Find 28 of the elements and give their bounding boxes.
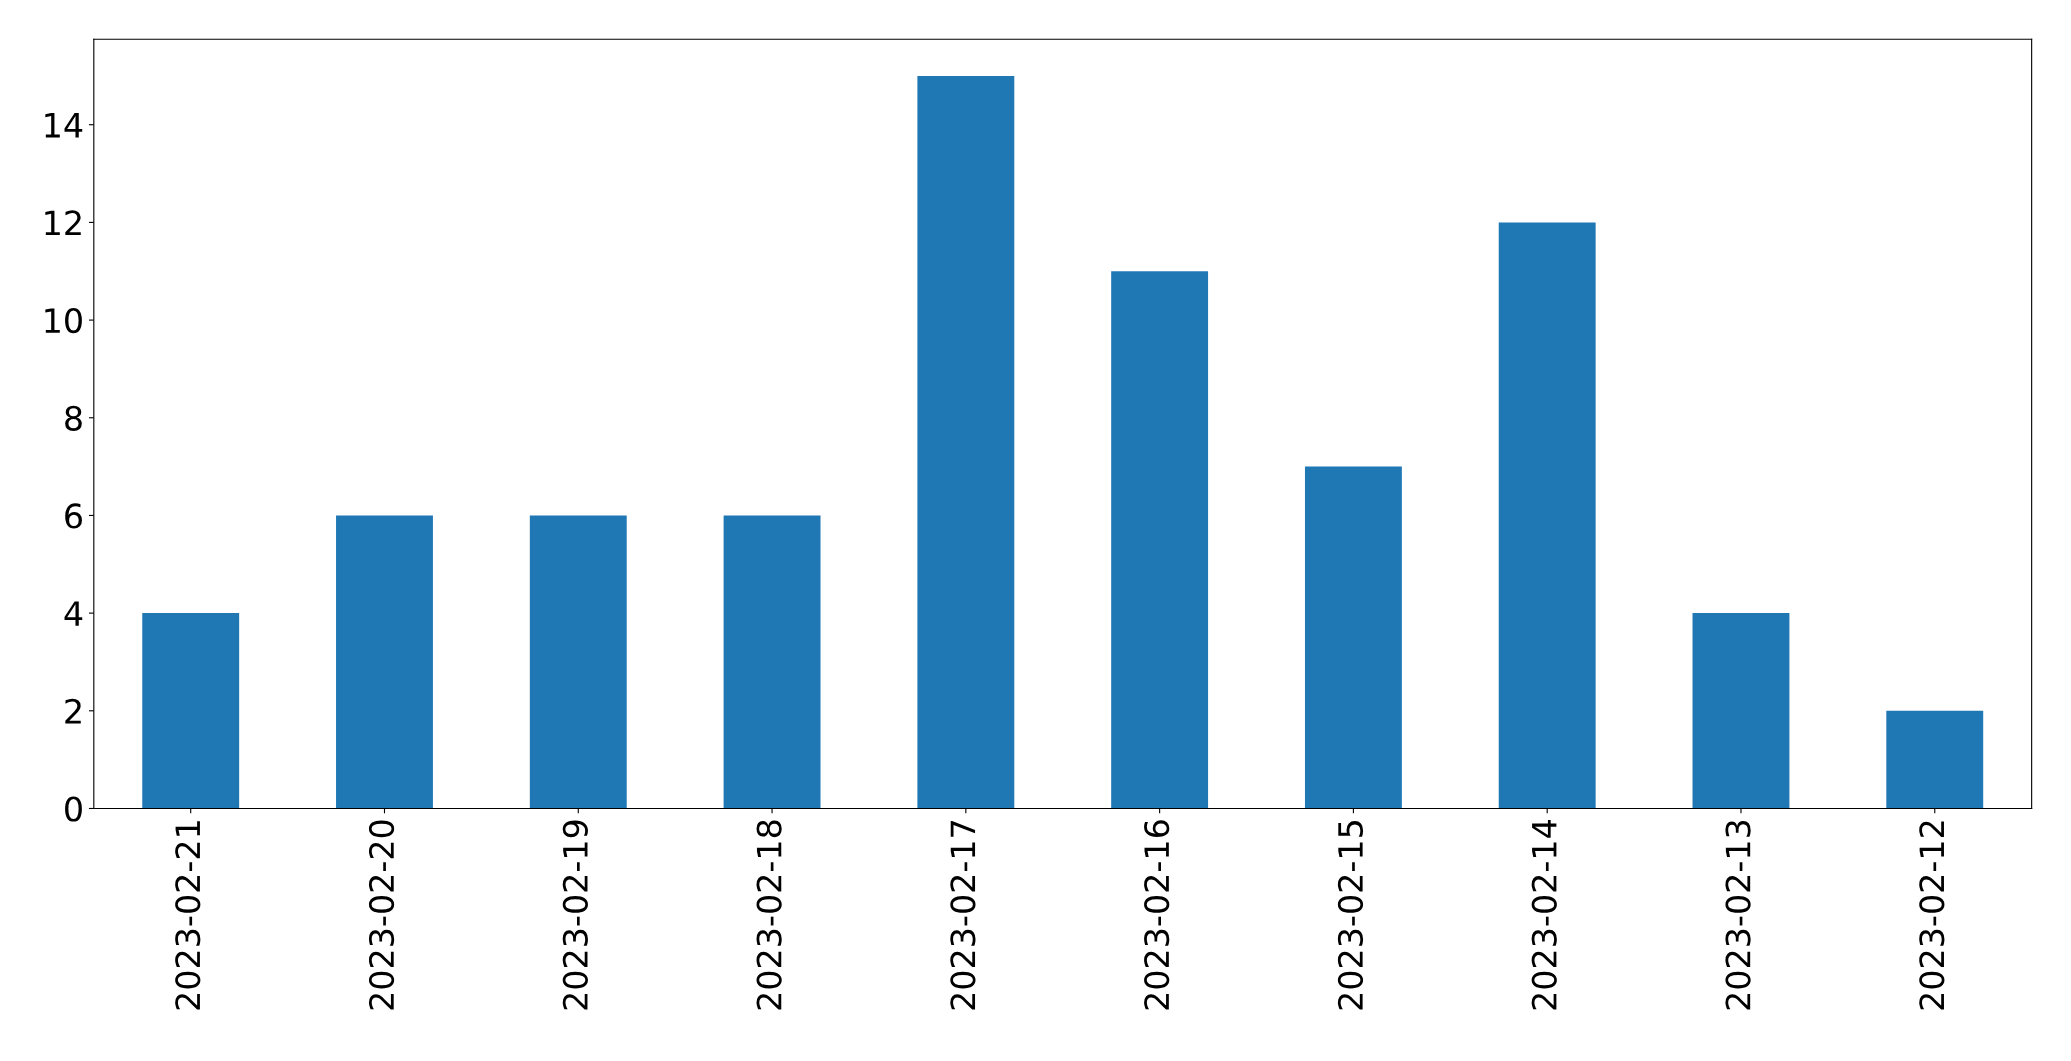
bar: [1886, 710, 1984, 809]
y-tick-label: 12: [45, 210, 81, 236]
y-tick-label: 2: [65, 698, 81, 724]
y-tick-label: 6: [65, 503, 82, 529]
bar: [1304, 466, 1402, 809]
x-tick-label: 2023-02-14: [1531, 820, 1557, 1010]
bar: [1111, 271, 1209, 809]
x-tick-label: 2023-02-12: [1919, 821, 1945, 1010]
bar: [529, 515, 627, 809]
bar: [917, 75, 1015, 809]
x-tick-label: 2023-02-18: [756, 820, 782, 1010]
x-tick-label: 2023-02-17: [950, 821, 976, 1010]
bar: [336, 515, 433, 809]
x-tick-label: 2023-02-16: [1144, 820, 1170, 1010]
bar: [1498, 222, 1596, 809]
y-tick-label: 0: [65, 796, 82, 822]
x-tick-label: 2023-02-21: [175, 821, 201, 1010]
bar: [723, 515, 821, 809]
y-tick-label: 4: [64, 601, 83, 626]
y-tick-label: 8: [65, 405, 82, 431]
x-tick-label: 2023-02-15: [1337, 821, 1364, 1010]
y-tick-label: 10: [45, 308, 82, 334]
y-tick-label: 14: [45, 113, 83, 138]
x-tick-label: 2023-02-19: [562, 820, 588, 1010]
x-tick-label: 2023-02-20: [368, 820, 395, 1010]
bar: [142, 613, 240, 809]
x-tick-label: 2023-02-13: [1725, 820, 1751, 1010]
bar: [1692, 613, 1790, 809]
